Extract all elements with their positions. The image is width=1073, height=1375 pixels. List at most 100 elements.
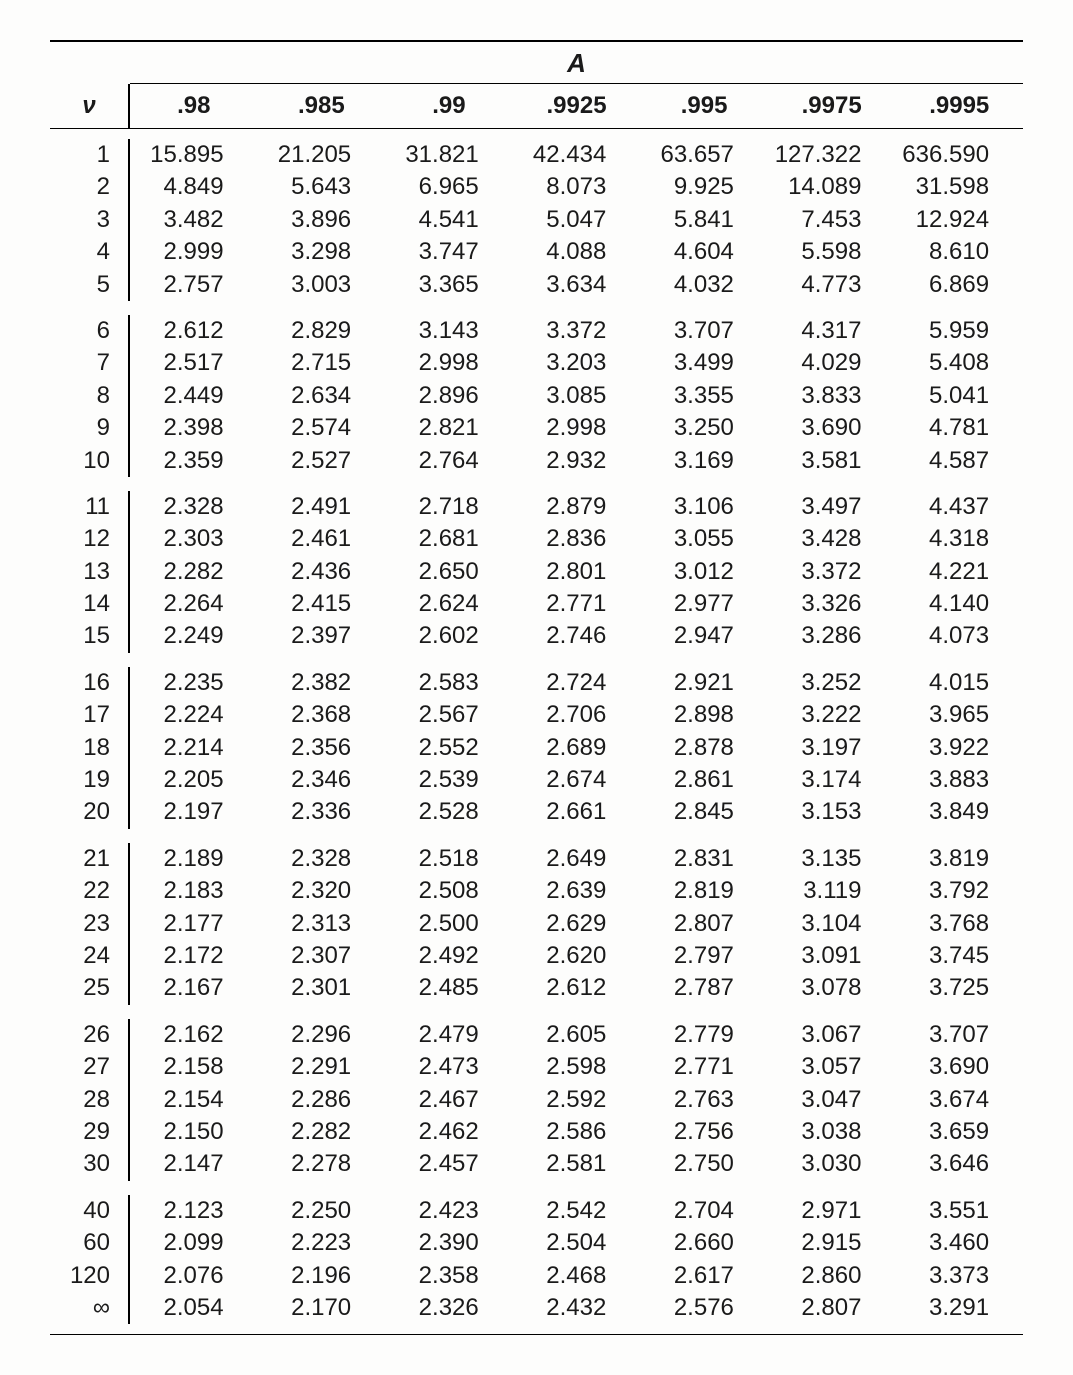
value-cell: 3.030: [768, 1148, 896, 1180]
value-cell: 2.462: [385, 1116, 513, 1148]
nu-cell: 7: [50, 347, 130, 379]
row-group: 162.2352.3822.5832.7242.9213.2524.015172…: [50, 663, 1023, 839]
value-cell: 2.223: [258, 1227, 386, 1259]
value-cell: 3.286: [768, 620, 896, 652]
value-cell: 3.197: [768, 732, 896, 764]
value-cell: 3.067: [768, 1019, 896, 1051]
value-cell: 2.750: [640, 1148, 768, 1180]
value-cell: 2.449: [130, 380, 258, 412]
value-cell: 2.368: [258, 699, 386, 731]
value-cell: 4.849: [130, 171, 258, 203]
value-cell: 2.518: [385, 843, 513, 875]
table-row: 102.3592.5272.7642.9323.1693.5814.587: [50, 445, 1023, 477]
value-cell: 63.657: [640, 139, 768, 171]
value-cell: 4.541: [385, 204, 513, 236]
value-cell: 2.624: [385, 588, 513, 620]
row-group: 402.1232.2502.4232.5422.7042.9713.55160 2…: [50, 1191, 1023, 1335]
value-cell: 2.592: [513, 1084, 641, 1116]
value-cell: 2.197: [130, 796, 258, 828]
table-row: 282.1542.2862.4672.5922.7633.0473.674: [50, 1084, 1023, 1116]
value-cell: 2.517: [130, 347, 258, 379]
value-cell: 2.831: [640, 843, 768, 875]
table-row: 262.1622.2962.4792.6052.7793.0673.707: [50, 1019, 1023, 1051]
value-cell: 3.428: [768, 523, 896, 555]
value-cell: 2.612: [130, 315, 258, 347]
value-cell: 2.150: [130, 1116, 258, 1148]
column-header: .99: [385, 84, 513, 128]
value-cell: 2.390: [385, 1227, 513, 1259]
table-row: 272.1582.2912.4732.5982.7713.0573.690: [50, 1051, 1023, 1083]
value-cell: 3.690: [895, 1051, 1023, 1083]
value-cell: 2.359: [130, 445, 258, 477]
value-cell: 2.205: [130, 764, 258, 796]
value-cell: 2.779: [640, 1019, 768, 1051]
value-cell: 3.365: [385, 269, 513, 301]
table-row: 62.6122.8293.1433.3723.7074.3175.959: [50, 315, 1023, 347]
value-cell: 3.203: [513, 347, 641, 379]
value-cell: 2.879: [513, 491, 641, 523]
table-row: 402.1232.2502.4232.5422.7042.9713.551: [50, 1195, 1023, 1227]
value-cell: 2.878: [640, 732, 768, 764]
value-cell: 5.841: [640, 204, 768, 236]
table-row: 115.89521.20531.82142.43463.657127.32263…: [50, 139, 1023, 171]
value-cell: 3.222: [768, 699, 896, 731]
value-cell: 2.947: [640, 620, 768, 652]
value-cell: 2.282: [130, 556, 258, 588]
value-cell: 3.135: [768, 843, 896, 875]
value-cell: 3.747: [385, 236, 513, 268]
nu-cell: 20: [50, 796, 130, 828]
value-cell: 2.542: [513, 1195, 641, 1227]
nu-cell: 14: [50, 588, 130, 620]
column-header-row: ν .98.985.99.9925.995.9975.9995: [50, 84, 1023, 129]
value-cell: 2.757: [130, 269, 258, 301]
value-cell: 3.833: [768, 380, 896, 412]
nu-header: ν: [50, 84, 130, 128]
value-cell: 3.085: [513, 380, 641, 412]
value-cell: 3.768: [895, 908, 1023, 940]
column-header: .9925: [513, 84, 641, 128]
value-cell: 2.704: [640, 1195, 768, 1227]
value-cell: 2.504: [513, 1227, 641, 1259]
value-cell: 2.681: [385, 523, 513, 555]
table-row: 252.1672.3012.4852.6122.7873.0783.725: [50, 972, 1023, 1004]
value-cell: 3.372: [768, 556, 896, 588]
value-cell: 4.073: [895, 620, 1023, 652]
value-cell: 2.196: [258, 1260, 386, 1292]
nu-cell: 60: [50, 1227, 130, 1259]
value-cell: 2.896: [385, 380, 513, 412]
value-cell: 3.373: [895, 1260, 1023, 1292]
value-cell: 2.432: [513, 1292, 641, 1324]
nu-cell: 21: [50, 843, 130, 875]
value-cell: 2.639: [513, 875, 641, 907]
value-cell: 3.298: [258, 236, 386, 268]
value-cell: 3.106: [640, 491, 768, 523]
value-cell: 2.436: [258, 556, 386, 588]
nu-cell: 8: [50, 380, 130, 412]
value-cell: 2.398: [130, 412, 258, 444]
value-cell: 4.781: [895, 412, 1023, 444]
value-cell: 5.041: [895, 380, 1023, 412]
value-cell: 6.965: [385, 171, 513, 203]
value-cell: 5.598: [768, 236, 896, 268]
value-cell: 3.965: [895, 699, 1023, 731]
value-cell: 4.221: [895, 556, 1023, 588]
value-cell: 4.437: [895, 491, 1023, 523]
nu-cell: 120: [50, 1260, 130, 1292]
value-cell: 2.819: [640, 875, 768, 907]
value-cell: 2.473: [385, 1051, 513, 1083]
value-cell: 2.214: [130, 732, 258, 764]
value-cell: 2.249: [130, 620, 258, 652]
table-row: 172.2242.3682.5672.7062.8983.2223.965: [50, 699, 1023, 731]
value-cell: 2.224: [130, 699, 258, 731]
row-group: 62.6122.8293.1433.3723.7074.3175.95972.5…: [50, 311, 1023, 487]
value-cell: 2.634: [258, 380, 386, 412]
value-cell: 2.574: [258, 412, 386, 444]
value-cell: 2.771: [640, 1051, 768, 1083]
value-cell: 2.829: [258, 315, 386, 347]
nu-cell: 15: [50, 620, 130, 652]
value-cell: 2.821: [385, 412, 513, 444]
value-cell: 3.012: [640, 556, 768, 588]
value-cell: 2.605: [513, 1019, 641, 1051]
value-cell: 2.346: [258, 764, 386, 796]
value-cell: 2.479: [385, 1019, 513, 1051]
